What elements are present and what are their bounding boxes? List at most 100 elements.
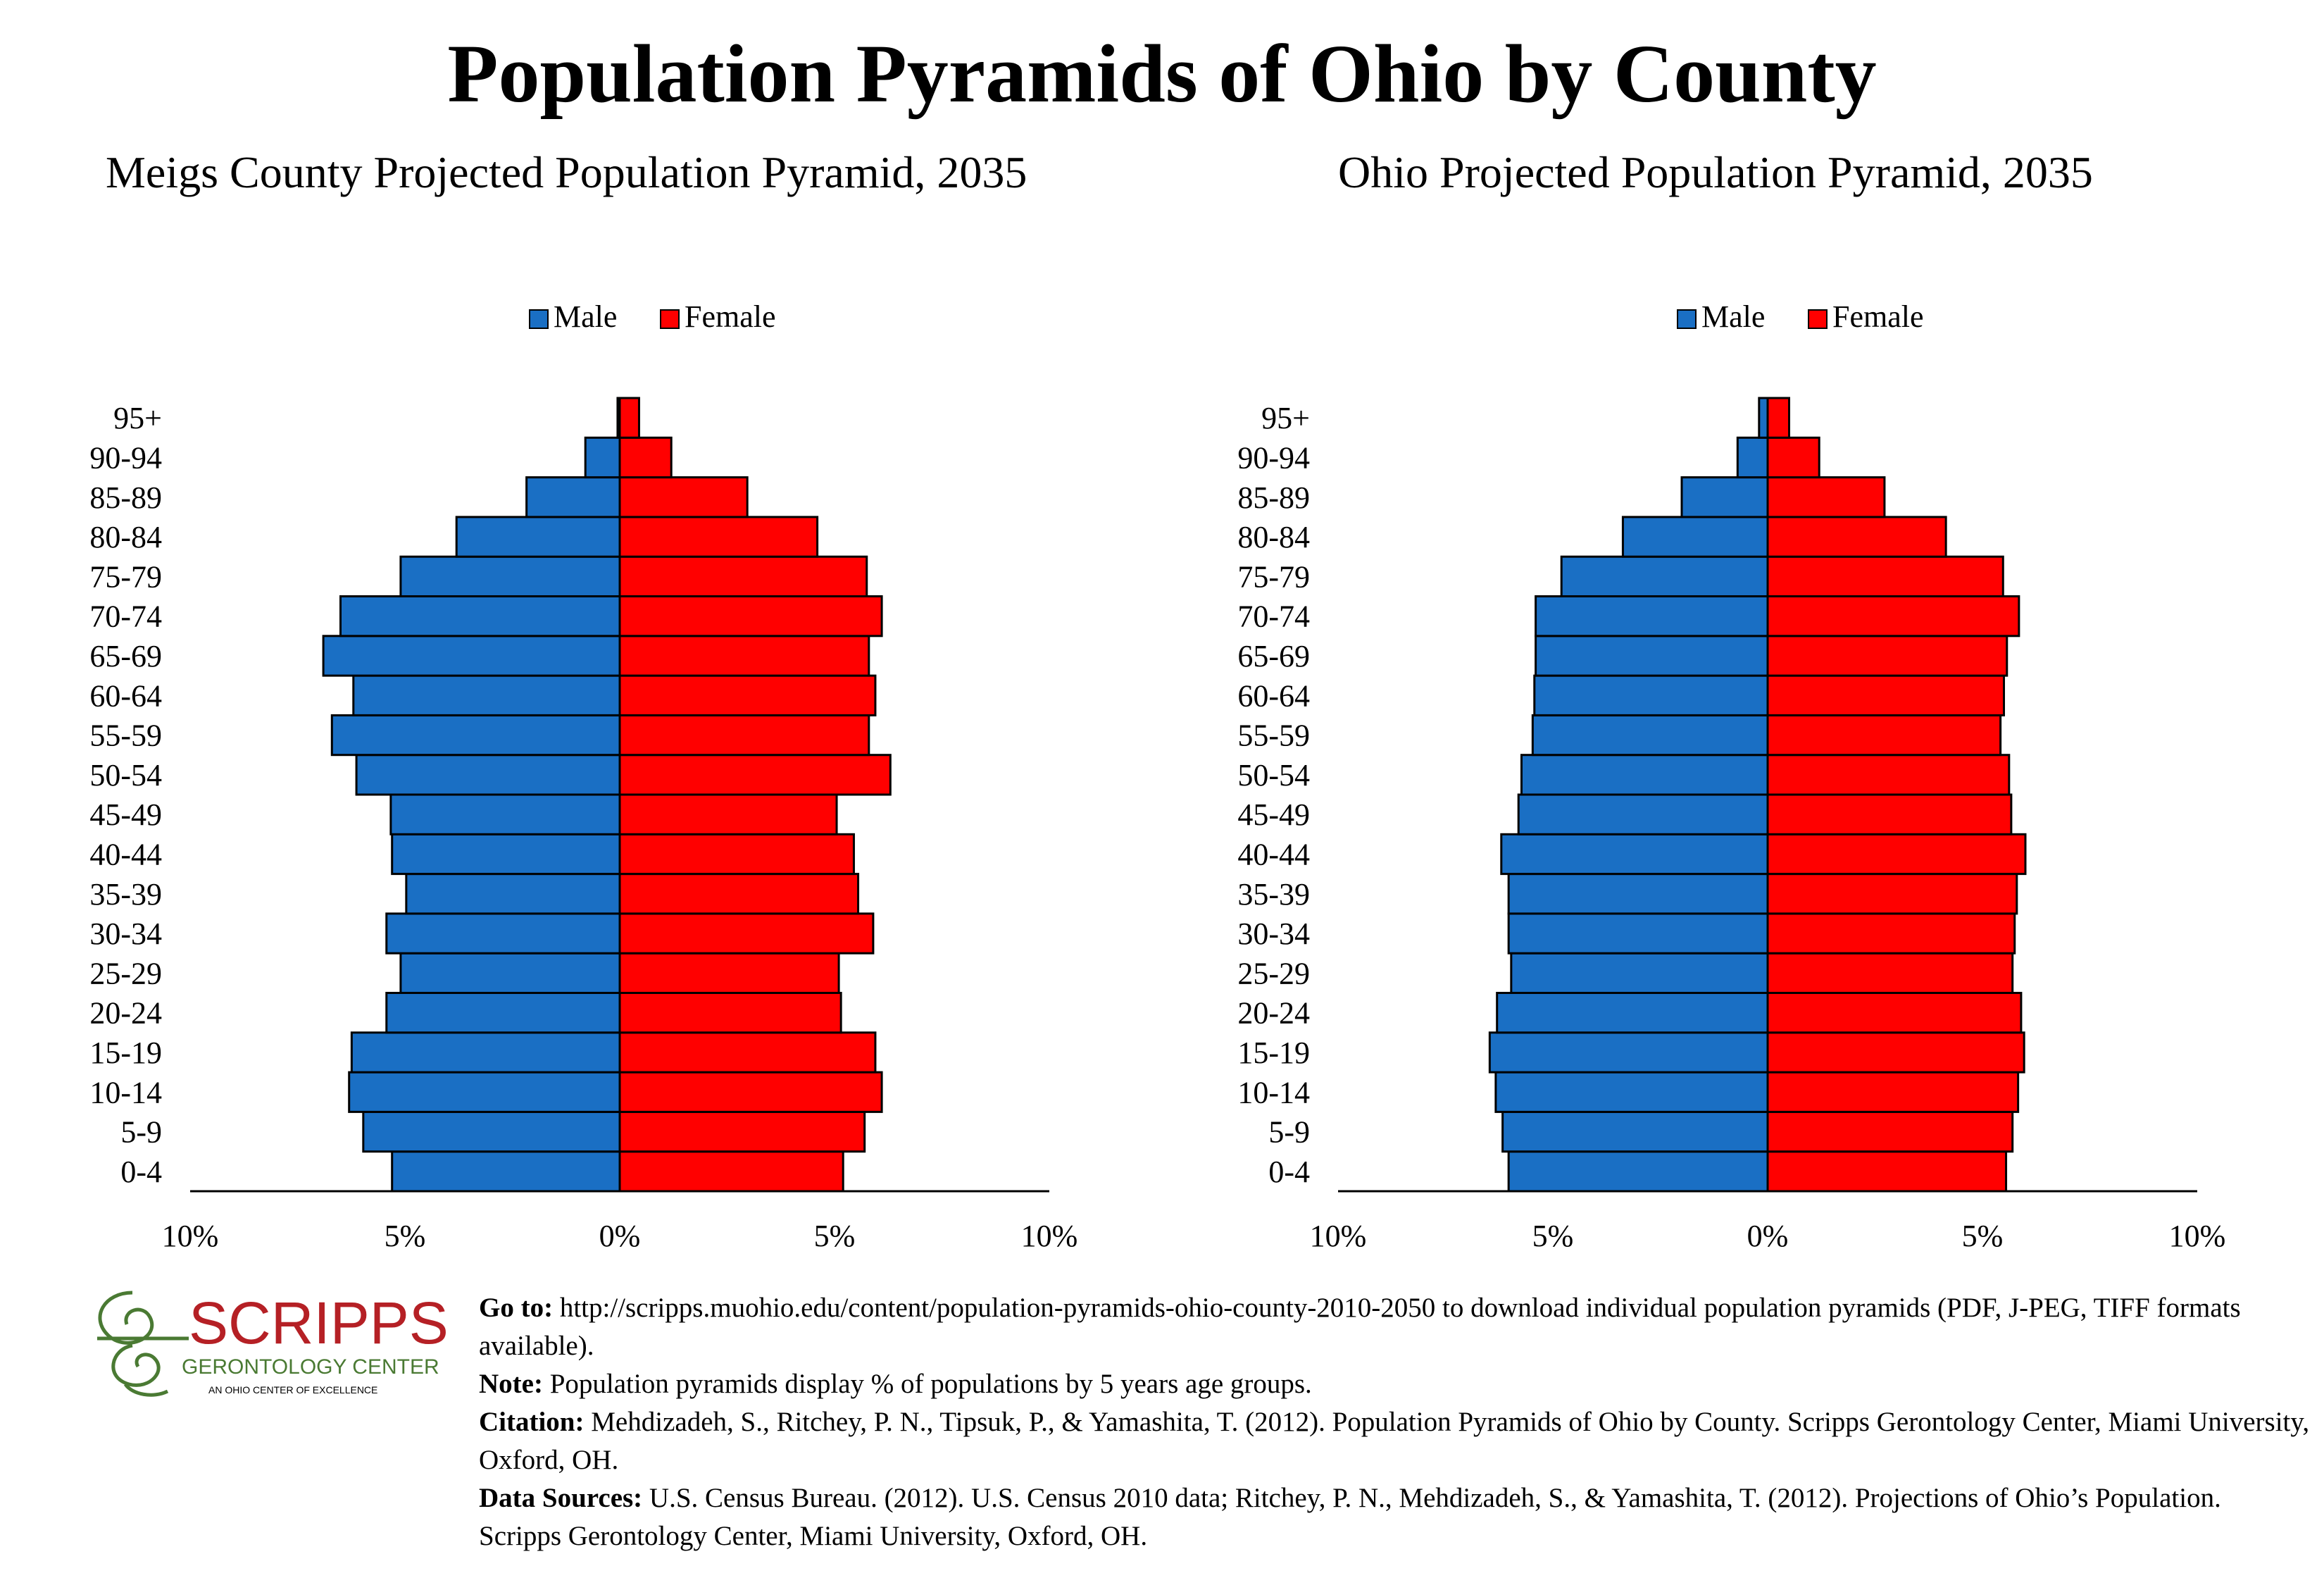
x-tick-label: 10% <box>1310 1219 1367 1253</box>
bar-male-10-14 <box>348 1071 621 1113</box>
y-tick-label: 65-69 <box>1237 639 1310 673</box>
bar-male-75-79 <box>399 555 621 598</box>
y-tick-label: 55-59 <box>1237 719 1310 753</box>
bar-female-55-59 <box>1766 714 2002 757</box>
footer-sources: Data Sources: U.S. Census Bureau. (2012)… <box>479 1479 2310 1555</box>
logo-subtitle: GERONTOLOGY CENTER <box>182 1355 439 1379</box>
y-tick-label: 50-54 <box>89 758 162 792</box>
x-tick-label: 0% <box>1747 1219 1789 1253</box>
y-tick-label: 70-74 <box>1237 599 1310 634</box>
bar-male-10-14 <box>1494 1071 1769 1113</box>
bar-female-95+ <box>1766 397 1790 439</box>
bar-female-20-24 <box>1766 992 2023 1034</box>
bar-female-5-9 <box>618 1110 866 1153</box>
legend-label-female: Female <box>1832 299 1924 334</box>
x-tick-label: 5% <box>385 1219 426 1253</box>
scripps-logo: SCRIPPS GERONTOLOGY CENTER AN OHIO CENTE… <box>97 1290 449 1397</box>
x-tick-label: 0% <box>599 1219 641 1253</box>
y-tick-label: 80-84 <box>1237 520 1310 554</box>
bar-male-20-24 <box>1496 992 1769 1034</box>
bar-male-25-29 <box>399 952 621 995</box>
bar-male-80-84 <box>455 516 621 558</box>
y-tick-label: 80-84 <box>89 520 162 554</box>
bar-male-40-44 <box>391 833 621 876</box>
bar-male-80-84 <box>1621 516 1769 558</box>
bar-female-45-49 <box>1766 793 2013 835</box>
bar-male-65-69 <box>322 635 621 677</box>
bar-female-85-89 <box>618 476 749 518</box>
bars: 0-4 5-9 10-14 15-19 20-24 25-29 30-34 35-39 40-4… <box>1237 397 2027 1193</box>
y-tick-label: 95+ <box>113 401 162 435</box>
sources-label: Data Sources: <box>479 1483 643 1513</box>
y-tick-label: 35-39 <box>1237 877 1310 912</box>
footer-notes: Go to: http://scripps.muohio.edu/content… <box>479 1289 2310 1555</box>
sources-text: U.S. Census Bureau. (2012). U.S. Census … <box>479 1483 2221 1551</box>
bar-male-55-59 <box>1531 714 1769 757</box>
bar-male-35-39 <box>1507 873 1769 915</box>
x-tick-label: 5% <box>814 1219 856 1253</box>
bar-female-60-64 <box>618 674 877 716</box>
y-tick-label: 0-4 <box>120 1155 162 1189</box>
y-tick-label: 0-4 <box>1268 1155 1310 1189</box>
goto-text: http://scripps.muohio.edu/content/popula… <box>479 1293 2241 1361</box>
footer-note: Note: Population pyramids display % of p… <box>479 1365 2310 1403</box>
footer-goto: Go to: http://scripps.muohio.edu/content… <box>479 1289 2310 1365</box>
bar-male-30-34 <box>1507 912 1769 955</box>
bar-female-5-9 <box>1766 1110 2014 1153</box>
y-tick-label: 15-19 <box>89 1036 162 1070</box>
x-tick-label: 5% <box>1962 1219 2004 1253</box>
bar-male-70-74 <box>1535 595 1769 638</box>
bar-male-90-94 <box>1736 436 1769 479</box>
logo-name: SCRIPPS <box>189 1290 449 1356</box>
chart-title-ohio: Ohio Projected Population Pyramid, 2035 <box>1338 147 2093 197</box>
citation-text: Mehdizadeh, S., Ritchey, P. N., Tipsuk, … <box>479 1407 2310 1475</box>
legend-label-male: Male <box>554 299 617 334</box>
y-tick-label: 70-74 <box>89 599 162 634</box>
y-tick-label: 50-54 <box>1237 758 1310 792</box>
logo-tagline: AN OHIO CENTER OF EXCELLENCE <box>208 1384 377 1396</box>
bar-female-80-84 <box>618 516 819 558</box>
y-tick-label: 75-79 <box>89 559 162 594</box>
x-tick-label: 10% <box>162 1219 219 1253</box>
y-tick-label: 90-94 <box>89 440 162 475</box>
bar-male-65-69 <box>1535 635 1769 677</box>
y-tick-label: 25-29 <box>89 956 162 990</box>
y-tick-label: 25-29 <box>1237 956 1310 990</box>
note-text: Population pyramids display % of populat… <box>542 1369 1312 1399</box>
citation-label: Citation: <box>479 1407 585 1437</box>
chart-title-meigs: Meigs County Projected Population Pyrami… <box>106 147 1027 197</box>
y-tick-label: 20-24 <box>1237 996 1310 1031</box>
y-tick-label: 40-44 <box>89 837 162 871</box>
bar-male-5-9 <box>362 1110 621 1153</box>
bar-female-90-94 <box>1766 436 1820 479</box>
y-tick-label: 60-64 <box>89 678 162 713</box>
bar-male-60-64 <box>1533 674 1769 716</box>
bar-male-0-4 <box>391 1150 621 1193</box>
bar-male-90-94 <box>584 436 621 479</box>
bar-male-85-89 <box>525 476 621 518</box>
bar-male-45-49 <box>389 793 621 835</box>
bar-female-25-29 <box>1766 952 2014 995</box>
bar-female-45-49 <box>618 793 838 835</box>
note-label: Note: <box>479 1369 543 1399</box>
footer-citation: Citation: Mehdizadeh, S., Ritchey, P. N.… <box>479 1403 2310 1479</box>
page-title: Population Pyramids of Ohio by County <box>447 27 1877 120</box>
bar-female-65-69 <box>618 635 870 677</box>
bar-female-0-4 <box>618 1150 844 1193</box>
y-tick-label: 45-49 <box>89 797 162 832</box>
legend-swatch-male <box>529 309 549 329</box>
x-tick-label: 10% <box>1021 1219 1078 1253</box>
bar-female-70-74 <box>618 595 883 638</box>
y-tick-label: 65-69 <box>89 639 162 673</box>
bar-male-95+ <box>1758 397 1769 439</box>
y-tick-label: 60-64 <box>1237 678 1310 713</box>
bar-male-60-64 <box>352 674 621 716</box>
y-tick-label: 20-24 <box>89 996 162 1031</box>
bar-female-75-79 <box>1766 555 2004 598</box>
bar-male-15-19 <box>350 1031 621 1074</box>
bar-female-10-14 <box>618 1071 883 1113</box>
bar-female-30-34 <box>1766 912 2016 955</box>
bar-female-40-44 <box>1766 833 2027 876</box>
bar-female-0-4 <box>1766 1150 2008 1193</box>
bar-male-25-29 <box>1510 952 1769 995</box>
